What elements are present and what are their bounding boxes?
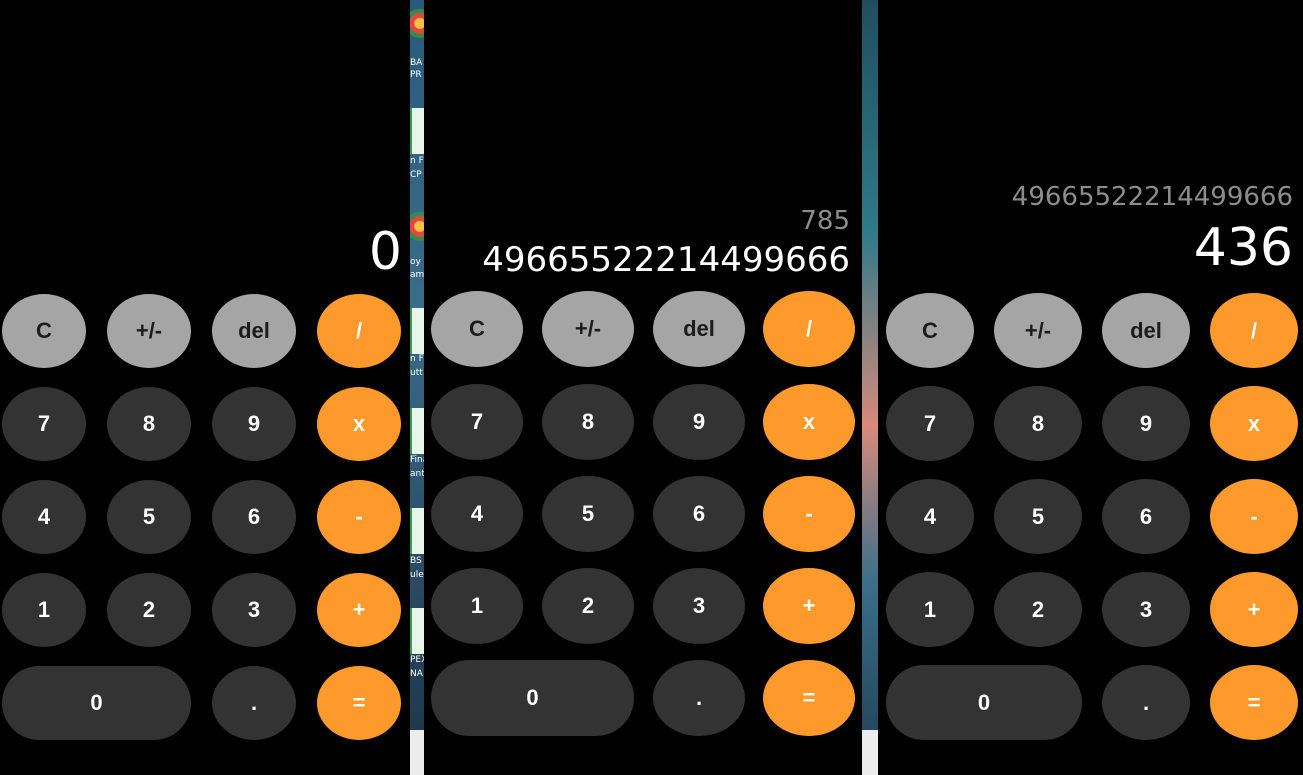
result-display: 49665522214499666 <box>482 240 850 280</box>
chrome-shortcut-icon[interactable] <box>410 208 424 254</box>
desktop-label: oy <box>410 257 421 267</box>
digit-6-button[interactable]: 6 <box>653 476 745 552</box>
desktop-strip-right <box>862 0 878 775</box>
desktop-label: PEX <box>410 655 424 665</box>
digit-1-button[interactable]: 1 <box>431 568 523 644</box>
digit-2-button[interactable]: 2 <box>107 573 191 647</box>
spreadsheet-shortcut-icon[interactable] <box>410 308 424 354</box>
spreadsheet-shortcut-icon[interactable] <box>410 108 424 154</box>
digit-3-button[interactable]: 3 <box>212 573 296 647</box>
equals-button[interactable]: = <box>763 660 855 736</box>
subtract-button[interactable]: - <box>763 476 855 552</box>
desktop-label: am <box>410 270 424 280</box>
multiply-button[interactable]: x <box>317 387 401 461</box>
calculator-panel-3: 49665522214499666 436 C +/- del / 7 8 9 … <box>878 0 1303 775</box>
digit-3-button[interactable]: 3 <box>653 568 745 644</box>
decimal-point-button[interactable]: . <box>653 660 745 736</box>
digit-9-button[interactable]: 9 <box>653 384 745 460</box>
spreadsheet-shortcut-icon[interactable] <box>410 608 424 654</box>
expression-display: 49665522214499666 <box>1011 182 1293 212</box>
divide-button[interactable]: / <box>763 291 855 367</box>
decimal-point-button[interactable]: . <box>1102 665 1190 740</box>
add-button[interactable]: + <box>1210 572 1298 647</box>
desktop-taskbar-fragment <box>862 730 878 775</box>
digit-5-button[interactable]: 5 <box>107 480 191 554</box>
clear-button[interactable]: C <box>2 294 86 368</box>
delete-button[interactable]: del <box>1102 293 1190 368</box>
calculator-panel-2: 785 49665522214499666 C +/- del / 7 8 9 … <box>424 0 862 775</box>
divide-button[interactable]: / <box>1210 293 1298 368</box>
desktop-label: BS <box>410 556 422 566</box>
digit-0-button[interactable]: 0 <box>431 660 634 736</box>
divide-button[interactable]: / <box>317 294 401 368</box>
digit-5-button[interactable]: 5 <box>994 479 1082 554</box>
calculator-panel-1: 0 C +/- del / 7 8 9 x 4 5 6 - 1 2 3 + 0 … <box>0 0 410 775</box>
digit-8-button[interactable]: 8 <box>994 386 1082 461</box>
digit-2-button[interactable]: 2 <box>542 568 634 644</box>
digit-3-button[interactable]: 3 <box>1102 572 1190 647</box>
multiply-button[interactable]: x <box>1210 386 1298 461</box>
clear-button[interactable]: C <box>886 293 974 368</box>
desktop-label: CP <box>410 170 422 180</box>
digit-6-button[interactable]: 6 <box>1102 479 1190 554</box>
multiply-button[interactable]: x <box>763 384 855 460</box>
desktop-label: utt <box>410 368 423 378</box>
subtract-button[interactable]: - <box>1210 479 1298 554</box>
expression-display: 785 <box>800 206 850 236</box>
equals-button[interactable]: = <box>1210 665 1298 740</box>
desktop-taskbar-fragment <box>410 730 424 775</box>
clear-button[interactable]: C <box>431 291 523 367</box>
desktop-label: n F <box>410 156 424 166</box>
result-display: 0 <box>368 222 402 282</box>
subtract-button[interactable]: - <box>317 480 401 554</box>
desktop-label: n F <box>410 354 424 364</box>
digit-0-button[interactable]: 0 <box>886 665 1082 740</box>
result-display: 436 <box>1193 218 1293 278</box>
digit-4-button[interactable]: 4 <box>2 480 86 554</box>
delete-button[interactable]: del <box>212 294 296 368</box>
digit-4-button[interactable]: 4 <box>886 479 974 554</box>
digit-6-button[interactable]: 6 <box>212 480 296 554</box>
desktop-label: ule <box>410 570 424 580</box>
desktop-label: PR <box>410 70 422 80</box>
network-shortcut-icon[interactable] <box>410 508 424 554</box>
desktop-label: NA <box>410 669 423 679</box>
digit-1-button[interactable]: 1 <box>2 573 86 647</box>
digit-5-button[interactable]: 5 <box>542 476 634 552</box>
equals-button[interactable]: = <box>317 666 401 740</box>
digit-9-button[interactable]: 9 <box>1102 386 1190 461</box>
digit-4-button[interactable]: 4 <box>431 476 523 552</box>
add-button[interactable]: + <box>317 573 401 647</box>
desktop-label: ante <box>410 469 424 479</box>
delete-button[interactable]: del <box>653 291 745 367</box>
sign-toggle-button[interactable]: +/- <box>107 294 191 368</box>
digit-7-button[interactable]: 7 <box>886 386 974 461</box>
decimal-point-button[interactable]: . <box>212 666 296 740</box>
spreadsheet-shortcut-icon[interactable] <box>410 408 424 454</box>
sign-toggle-button[interactable]: +/- <box>994 293 1082 368</box>
digit-8-button[interactable]: 8 <box>107 387 191 461</box>
desktop-label: BA <box>410 58 423 68</box>
chrome-shortcut-icon[interactable] <box>410 5 424 51</box>
digit-7-button[interactable]: 7 <box>431 384 523 460</box>
digit-7-button[interactable]: 7 <box>2 387 86 461</box>
sign-toggle-button[interactable]: +/- <box>542 291 634 367</box>
digit-0-button[interactable]: 0 <box>2 666 191 740</box>
digit-9-button[interactable]: 9 <box>212 387 296 461</box>
add-button[interactable]: + <box>763 568 855 644</box>
digit-1-button[interactable]: 1 <box>886 572 974 647</box>
digit-2-button[interactable]: 2 <box>994 572 1082 647</box>
digit-8-button[interactable]: 8 <box>542 384 634 460</box>
